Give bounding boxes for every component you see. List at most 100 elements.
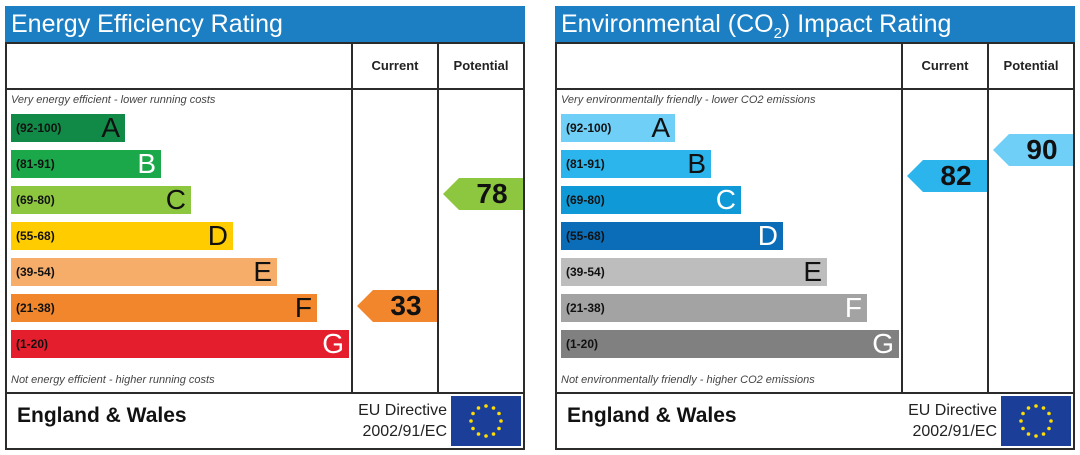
eu-star-icon	[497, 411, 501, 416]
current-rating-arrow: 82	[907, 160, 987, 192]
potential-column-header: Potential	[1003, 58, 1059, 73]
footer-country: England & Wales	[567, 404, 737, 427]
top-note: Very energy efficient - lower running co…	[11, 94, 216, 106]
band-letter: D	[207, 220, 228, 251]
band-b: (81-91) B	[11, 150, 161, 178]
eu-star-icon	[491, 406, 496, 410]
band-range: (39-54)	[566, 265, 605, 279]
eu-star-icon	[1041, 432, 1046, 436]
current-rating-value: 33	[390, 290, 422, 321]
eu-star-icon	[1047, 411, 1051, 416]
eu-star-icon	[469, 419, 473, 423]
band-f: (21-38) F	[561, 294, 867, 322]
band-letter: G	[322, 328, 344, 359]
directive-line-2: 2002/91/EC	[362, 423, 447, 440]
band-range: (1-20)	[16, 337, 49, 351]
band-g: (1-20) G	[561, 330, 899, 358]
band-letter: D	[757, 220, 778, 251]
band-letter: C	[165, 184, 186, 215]
eu-flag-icon	[451, 396, 521, 446]
band-f: (21-38) F	[11, 294, 317, 322]
band-range: (21-38)	[566, 301, 605, 315]
eu-star-icon	[1019, 419, 1023, 423]
directive-line-2: 2002/91/EC	[912, 423, 997, 440]
arrow-shape	[357, 290, 437, 322]
eu-star-icon	[497, 426, 501, 431]
energy-chart-frame: Current Potential Very energy efficient …	[5, 42, 525, 450]
current-rating-arrow: 33	[357, 290, 437, 322]
band-g: (1-20) G	[11, 330, 349, 358]
band-letter: B	[137, 148, 156, 179]
band-letter: G	[872, 328, 894, 359]
band-letter: E	[253, 256, 272, 287]
band-letter: A	[101, 112, 120, 143]
band-range: (69-80)	[16, 193, 55, 207]
band-letter: C	[715, 184, 736, 215]
eu-star-icon	[1034, 404, 1038, 408]
band-e: (39-54) E	[561, 258, 827, 286]
title-subscript: 2	[773, 25, 782, 42]
footer-country: England & Wales	[17, 404, 187, 427]
band-range: (92-100)	[16, 121, 62, 135]
eu-star-icon	[1049, 419, 1053, 423]
directive-line-1: EU Directive	[908, 402, 997, 419]
bottom-note: Not energy efficient - higher running co…	[11, 374, 215, 386]
band-letter: A	[651, 112, 670, 143]
current-column-header: Current	[921, 58, 969, 73]
eu-star-icon	[1041, 406, 1046, 410]
environmental-rating-panel: Environmental (CO2) Impact Rating Curren…	[555, 6, 1075, 450]
band-range: (92-100)	[566, 121, 612, 135]
eu-star-icon	[491, 432, 496, 436]
eu-star-icon	[1021, 411, 1025, 416]
eu-flag-icon	[1001, 396, 1071, 446]
arrow-shape	[907, 160, 987, 192]
environmental-chart-frame: Current Potential Very environmentally f…	[555, 42, 1075, 450]
band-letter: F	[294, 292, 312, 323]
eu-star-icon	[476, 432, 481, 436]
current-column-header: Current	[371, 58, 419, 73]
eu-star-icon	[1026, 406, 1031, 410]
band-e: (39-54) E	[11, 258, 277, 286]
band-letter: E	[803, 256, 822, 287]
footer-directive: EU Directive 2002/91/EC	[358, 400, 447, 442]
bottom-note: Not environmentally friendly - higher CO…	[561, 374, 815, 386]
arrow-shape	[443, 178, 523, 210]
potential-column-header: Potential	[453, 58, 509, 73]
band-range: (39-54)	[16, 265, 55, 279]
band-range: (81-91)	[566, 157, 605, 171]
top-note: Very environmentally friendly - lower CO…	[561, 94, 816, 106]
eu-star-icon	[1047, 426, 1051, 431]
footer-directive: EU Directive 2002/91/EC	[908, 400, 997, 442]
energy-panel-title: Energy Efficiency Rating	[5, 6, 525, 42]
band-range: (1-20)	[566, 337, 599, 351]
eu-star-icon	[484, 404, 488, 408]
band-c: (69-80) C	[561, 186, 741, 214]
band-c: (69-80) C	[11, 186, 191, 214]
directive-line-1: EU Directive	[358, 402, 447, 419]
band-range: (55-68)	[566, 229, 605, 243]
title-suffix: ) Impact Rating	[781, 10, 952, 38]
band-d: (55-68) D	[561, 222, 783, 250]
eu-star-icon	[1026, 432, 1031, 436]
current-rating-value: 82	[940, 160, 972, 191]
band-range: (21-38)	[16, 301, 55, 315]
energy-rating-panel: Energy Efficiency Rating Current Potenti…	[5, 6, 525, 450]
arrow-shape	[993, 134, 1073, 166]
potential-rating-value: 78	[476, 178, 508, 209]
eu-star-icon	[471, 411, 475, 416]
eu-star-icon	[484, 434, 488, 438]
eu-star-icon	[476, 406, 481, 410]
band-a: (92-100) A	[561, 114, 675, 142]
eu-star-icon	[1034, 434, 1038, 438]
environmental-panel-title: Environmental (CO2) Impact Rating	[555, 6, 1075, 42]
band-range: (81-91)	[16, 157, 55, 171]
band-b: (81-91) B	[561, 150, 711, 178]
band-a: (92-100) A	[11, 114, 125, 142]
eu-star-icon	[1021, 426, 1025, 431]
potential-rating-arrow: 78	[443, 178, 523, 210]
eu-star-icon	[499, 419, 503, 423]
band-range: (69-80)	[566, 193, 605, 207]
potential-rating-arrow: 90	[993, 134, 1073, 166]
potential-rating-value: 90	[1026, 134, 1058, 165]
band-range: (55-68)	[16, 229, 55, 243]
